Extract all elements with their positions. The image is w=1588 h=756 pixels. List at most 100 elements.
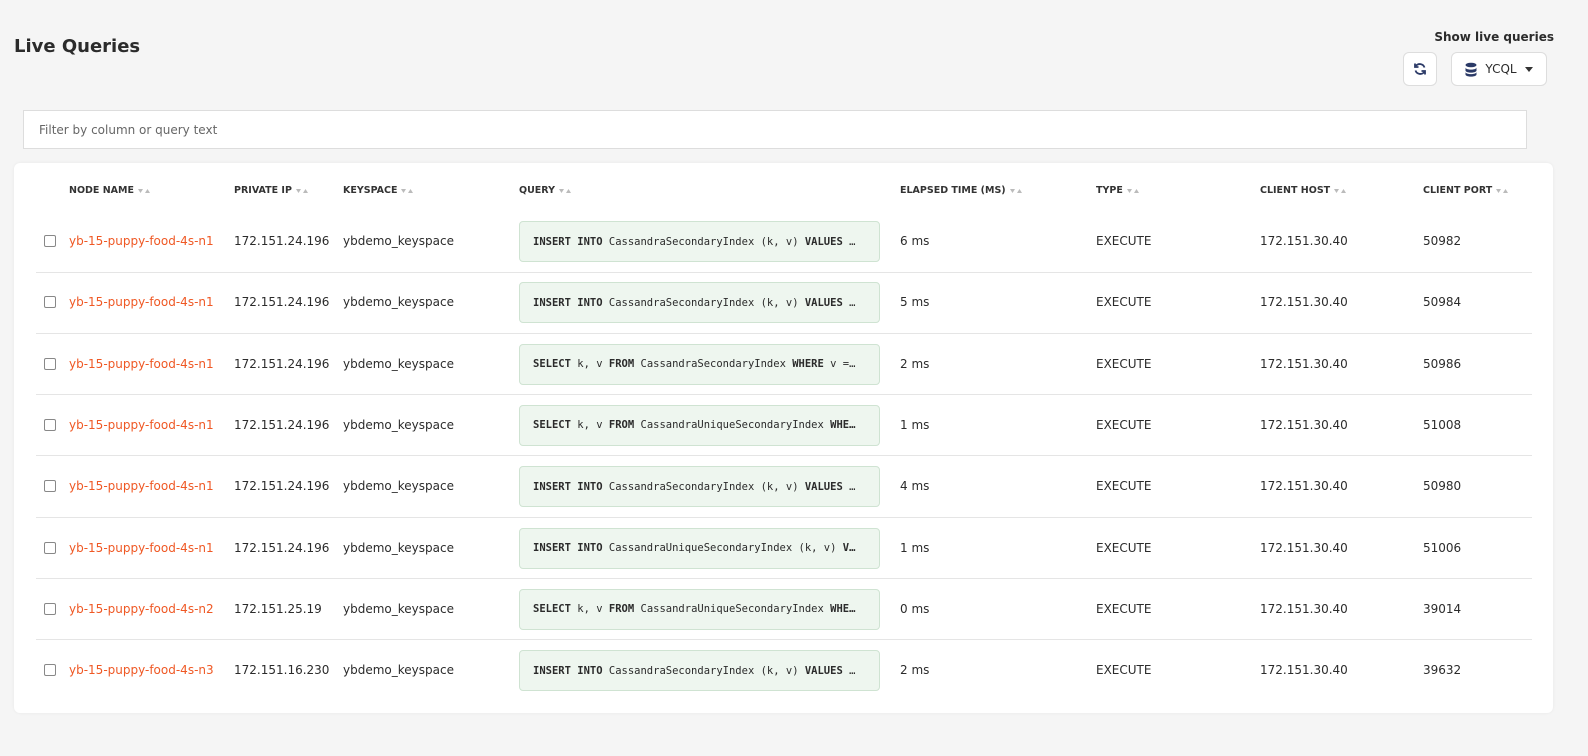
table-cell: 172.151.30.40 (1260, 663, 1348, 678)
table-cell: EXECUTE (1096, 356, 1152, 371)
query-text: k, v (570, 358, 609, 371)
table-cell: ybdemo_keyspace (343, 663, 454, 678)
sort-icon (1496, 188, 1509, 193)
refresh-button[interactable] (1403, 52, 1437, 86)
table-cell: 172.151.24.196 (234, 479, 330, 494)
query-text: WHERE (792, 358, 824, 371)
row-separator (36, 639, 1532, 641)
table-cell: 50982 (1423, 234, 1462, 248)
query-text: CassandraUniqueSecondaryIndex (k, v) (602, 542, 843, 554)
table-cell: 172.151.30.40 (1260, 479, 1348, 494)
query-text: INSERT INTO (533, 480, 603, 493)
table-cell: 1 ms (900, 540, 930, 555)
query-cell: SELECT k, v FROM CassandraSecondaryIndex… (519, 343, 880, 385)
row-separator (36, 332, 1532, 334)
column-header[interactable]: NODE NAME (69, 185, 150, 196)
column-title: KEYSPACE (343, 185, 398, 196)
row-checkbox[interactable] (44, 602, 56, 615)
node-link[interactable]: yb-15-puppy-food-4s-n1 (69, 234, 214, 248)
column-title: TYPE (1096, 185, 1123, 196)
node-link[interactable]: yb-15-puppy-food-4s-n1 (69, 479, 214, 494)
column-header[interactable]: KEYSPACE (343, 185, 414, 196)
row-checkbox[interactable] (44, 664, 56, 677)
column-title: NODE NAME (69, 185, 134, 196)
row-checkbox[interactable] (44, 541, 56, 554)
query-text: FROM (608, 603, 635, 616)
node-link[interactable]: yb-15-puppy-food-4s-n1 (69, 295, 214, 310)
row-separator (36, 516, 1532, 518)
column-header[interactable]: CLIENT HOST (1260, 185, 1347, 196)
row-checkbox[interactable] (44, 418, 56, 431)
table-cell: 5 ms (900, 295, 930, 310)
query-text: VALUES (804, 664, 843, 677)
filter-input[interactable]: Filter by column or query text (23, 110, 1527, 149)
query-text: FROM (608, 358, 635, 371)
query-text: VALUES (804, 296, 843, 309)
node-link[interactable]: yb-15-puppy-food-4s-n2 (69, 601, 214, 616)
column-title: QUERY (519, 185, 555, 196)
node-link[interactable]: yb-15-puppy-food-4s-n1 (69, 417, 214, 432)
row-checkbox[interactable] (44, 296, 56, 309)
node-link[interactable]: yb-15-puppy-food-4s-n1 (69, 540, 214, 555)
query-text: SELECT (533, 358, 571, 371)
table-cell: 2 ms (900, 663, 930, 678)
toggle-label[interactable]: Show live queries (1434, 30, 1554, 44)
table-cell: ybdemo_keyspace (343, 234, 454, 248)
table-cell: ybdemo_keyspace (343, 356, 454, 371)
table-cell: 172.151.25.19 (234, 601, 322, 616)
column-header[interactable]: ELAPSED TIME (MS) (900, 185, 1022, 196)
row-checkbox[interactable] (44, 480, 56, 493)
node-link[interactable]: yb-15-puppy-food-4s-n1 (69, 356, 214, 371)
query-cell: INSERT INTO CassandraSecondaryIndex (k, … (519, 650, 880, 692)
sort-icon (1126, 188, 1139, 193)
table-cell: EXECUTE (1096, 540, 1152, 555)
query-text: CassandraSecondaryIndex (634, 358, 793, 371)
query-text: FROM (608, 419, 635, 432)
column-title: ELAPSED TIME (MS) (900, 185, 1006, 196)
query-text: INSERT INTO (533, 664, 603, 677)
column-header[interactable]: CLIENT PORT (1423, 185, 1509, 196)
table-cell: EXECUTE (1096, 479, 1152, 494)
table-cell: EXECUTE (1096, 295, 1152, 310)
table-cell: 172.151.24.196 (234, 356, 330, 371)
row-checkbox[interactable] (44, 357, 56, 370)
table-cell: 51008 (1423, 417, 1462, 432)
table-cell: 172.151.30.40 (1260, 601, 1348, 616)
queries-table: NODE NAME PRIVATE IP KEYSPACE QUERY ELAPSED … (14, 163, 1553, 713)
api-dropdown[interactable]: YCQL (1451, 52, 1547, 86)
api-label: YCQL (1485, 62, 1517, 76)
query-text: k, v (570, 603, 609, 616)
column-title: CLIENT HOST (1260, 185, 1331, 196)
table-cell: ybdemo_keyspace (343, 417, 454, 432)
column-header[interactable]: PRIVATE IP (234, 185, 308, 196)
query-cell: INSERT INTO CassandraUniqueSecondaryInde… (519, 527, 880, 569)
query-text: … (842, 235, 856, 248)
query-text: k, v (570, 419, 609, 432)
table-cell: 39632 (1423, 663, 1462, 678)
column-header[interactable]: TYPE (1096, 185, 1139, 196)
node-link[interactable]: yb-15-puppy-food-4s-n3 (69, 663, 214, 678)
sort-icon (558, 188, 571, 193)
query-text: CassandraSecondaryIndex (k, v) (602, 480, 805, 493)
table-cell: 172.151.24.196 (234, 417, 330, 432)
row-checkbox[interactable] (44, 235, 56, 247)
table-cell: 50986 (1423, 356, 1462, 371)
table-cell: 172.151.24.196 (234, 234, 330, 248)
row-separator (36, 394, 1532, 396)
table-cell: EXECUTE (1096, 234, 1152, 248)
table-cell: 50980 (1423, 479, 1462, 494)
table-cell: 172.151.30.40 (1260, 295, 1348, 310)
query-cell: SELECT k, v FROM CassandraUniqueSecondar… (519, 404, 880, 446)
table-cell: 1 ms (900, 417, 930, 432)
sort-icon (295, 188, 308, 193)
table-cell: 172.151.30.40 (1260, 540, 1348, 555)
sort-icon (137, 188, 150, 193)
query-text: SELECT (533, 603, 571, 616)
query-text: SELECT (533, 419, 571, 432)
query-text: INSERT INTO (533, 296, 603, 309)
column-title: PRIVATE IP (234, 185, 292, 196)
table-cell: 0 ms (900, 601, 930, 616)
row-separator (36, 455, 1532, 457)
column-header[interactable]: QUERY (519, 185, 571, 196)
